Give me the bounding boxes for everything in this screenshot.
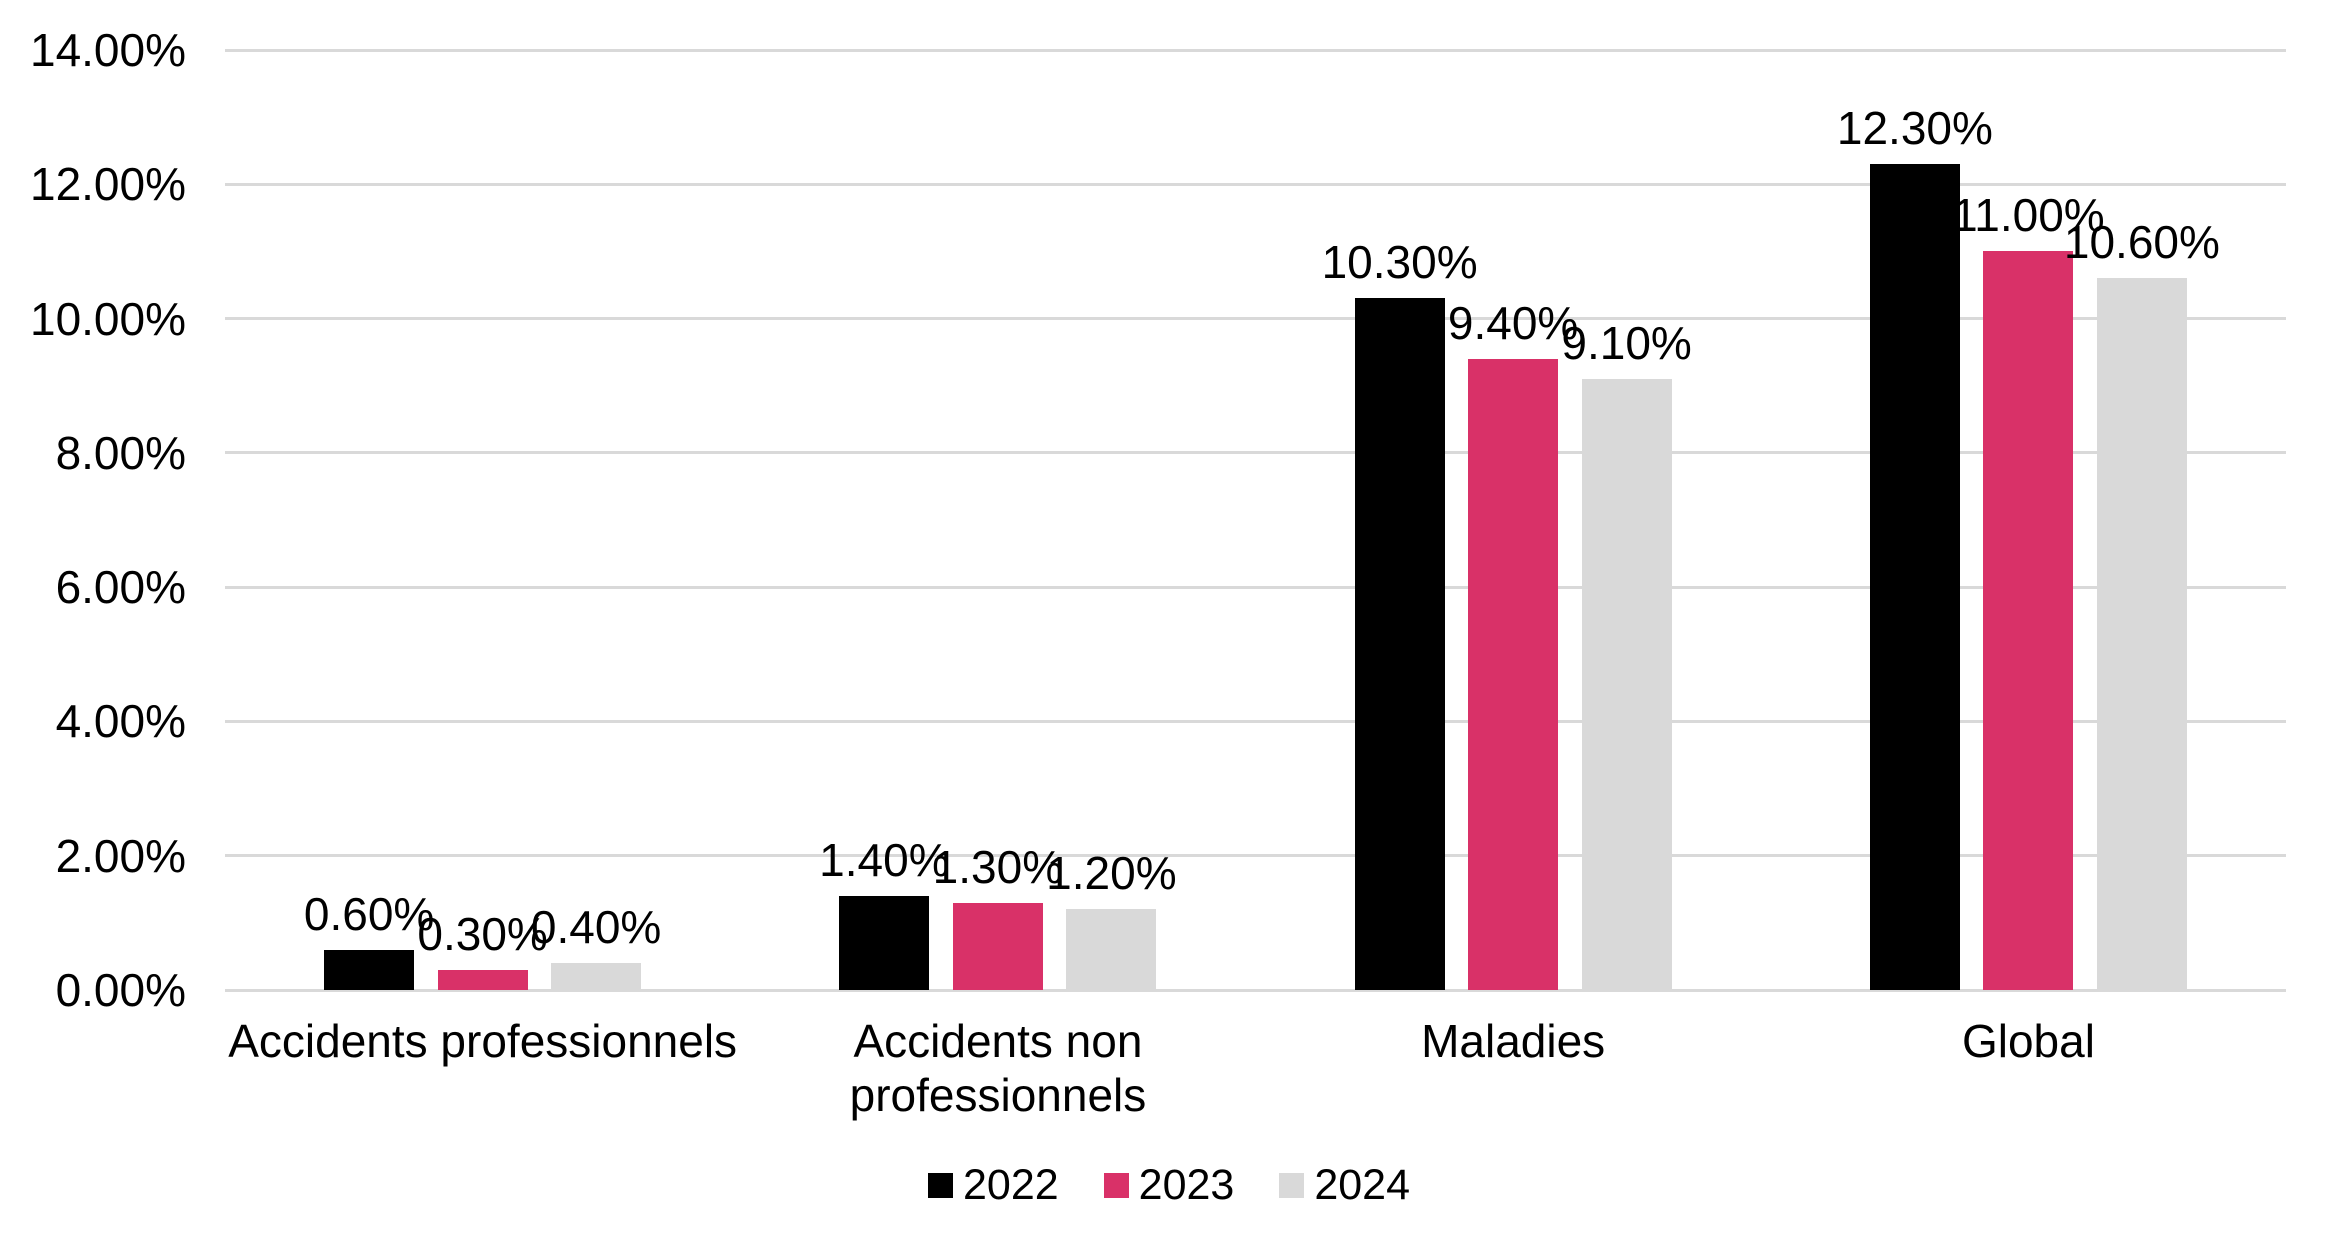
category-label-accidents-professionnels: Accidents professionnels (225, 1014, 740, 1068)
bar-2024-accidents-professionnels (551, 963, 642, 990)
legend-item-2023: 2023 (1103, 1160, 1235, 1210)
category-label-line: Maladies (1421, 1015, 1606, 1067)
gridline (225, 48, 2286, 52)
gridline (225, 585, 2286, 589)
bar-2022-global (1869, 164, 1960, 990)
gridline (225, 719, 2286, 723)
data-label-2022-accidents-professionnels: 0.60% (303, 887, 435, 940)
category-label-maladies: Maladies (1256, 1014, 1771, 1068)
data-label-2022-global: 12.30% (1836, 102, 1993, 155)
legend-item-2024: 2024 (1279, 1160, 1410, 1210)
legend-item-2022: 2022 (927, 1160, 1059, 1210)
bar-2024-global (2096, 278, 2187, 990)
legend-label-2024: 2024 (1314, 1161, 1410, 1209)
gridline (225, 451, 2286, 455)
data-label-2024-accidents-professionnels: 0.40% (530, 901, 662, 954)
y-tick-label: 8.00% (55, 426, 186, 479)
bar-2023-accidents-professionnels (437, 969, 528, 990)
y-tick-label: 4.00% (55, 695, 186, 748)
y-tick-label: 14.00% (29, 24, 186, 76)
legend-swatch-2023 (1103, 1172, 1129, 1198)
category-label-line: Accidents professionnels (228, 1015, 738, 1067)
category-label-line: Accidents non (853, 1015, 1143, 1067)
bar-2023-maladies (1468, 358, 1559, 990)
category-label-global: Global (1771, 1014, 2286, 1068)
gridline (225, 854, 2286, 858)
y-tick-label: 2.00% (55, 829, 186, 882)
legend-swatch-2022 (927, 1172, 953, 1198)
category-label-accidents-non-professionnels: Accidents non professionnels (740, 1014, 1255, 1122)
data-label-2023-maladies: 9.40% (1447, 296, 1579, 349)
gridline (225, 317, 2286, 321)
legend-label-2023: 2023 (1138, 1161, 1235, 1209)
x-axis-line (225, 988, 2286, 992)
bar-2023-global (1983, 251, 2074, 990)
data-label-2023-accidents-professionnels: 0.30% (417, 907, 548, 960)
bar-2024-accidents-non-professionnels (1066, 909, 1157, 990)
bar-2022-accidents-professionnels (324, 949, 415, 990)
data-label-2023-global: 11.00% (1952, 189, 2105, 242)
chart-legend: 2022 2023 2024 (0, 1160, 2338, 1210)
data-label-2023-accidents-non-professionnels: 1.30% (932, 840, 1064, 893)
y-tick-label: 12.00% (29, 158, 186, 211)
data-label-2024-maladies: 9.10% (1561, 317, 1692, 369)
y-tick-label: 10.00% (29, 292, 186, 345)
data-label-2022-maladies: 10.30% (1321, 236, 1478, 289)
data-label-2024-accidents-non-professionnels: 1.20% (1046, 847, 1177, 900)
category-label-line: professionnels (849, 1069, 1147, 1121)
gridline (225, 182, 2286, 186)
legend-swatch-2024 (1279, 1172, 1305, 1198)
bar-2022-maladies (1354, 298, 1445, 990)
category-label-line: Global (1961, 1015, 2095, 1067)
y-tick-label: 6.00% (55, 561, 186, 614)
legend-label-2022: 2022 (962, 1161, 1059, 1209)
bar-2023-accidents-non-professionnels (952, 902, 1043, 990)
data-label-2024-global: 10.60% (2063, 216, 2220, 269)
data-label-2022-accidents-non-professionnels: 1.40% (819, 834, 950, 886)
y-tick-label: 0.00% (55, 964, 186, 1016)
bar-2022-accidents-non-professionnels (839, 896, 930, 990)
bar-2024-maladies (1581, 379, 1672, 990)
